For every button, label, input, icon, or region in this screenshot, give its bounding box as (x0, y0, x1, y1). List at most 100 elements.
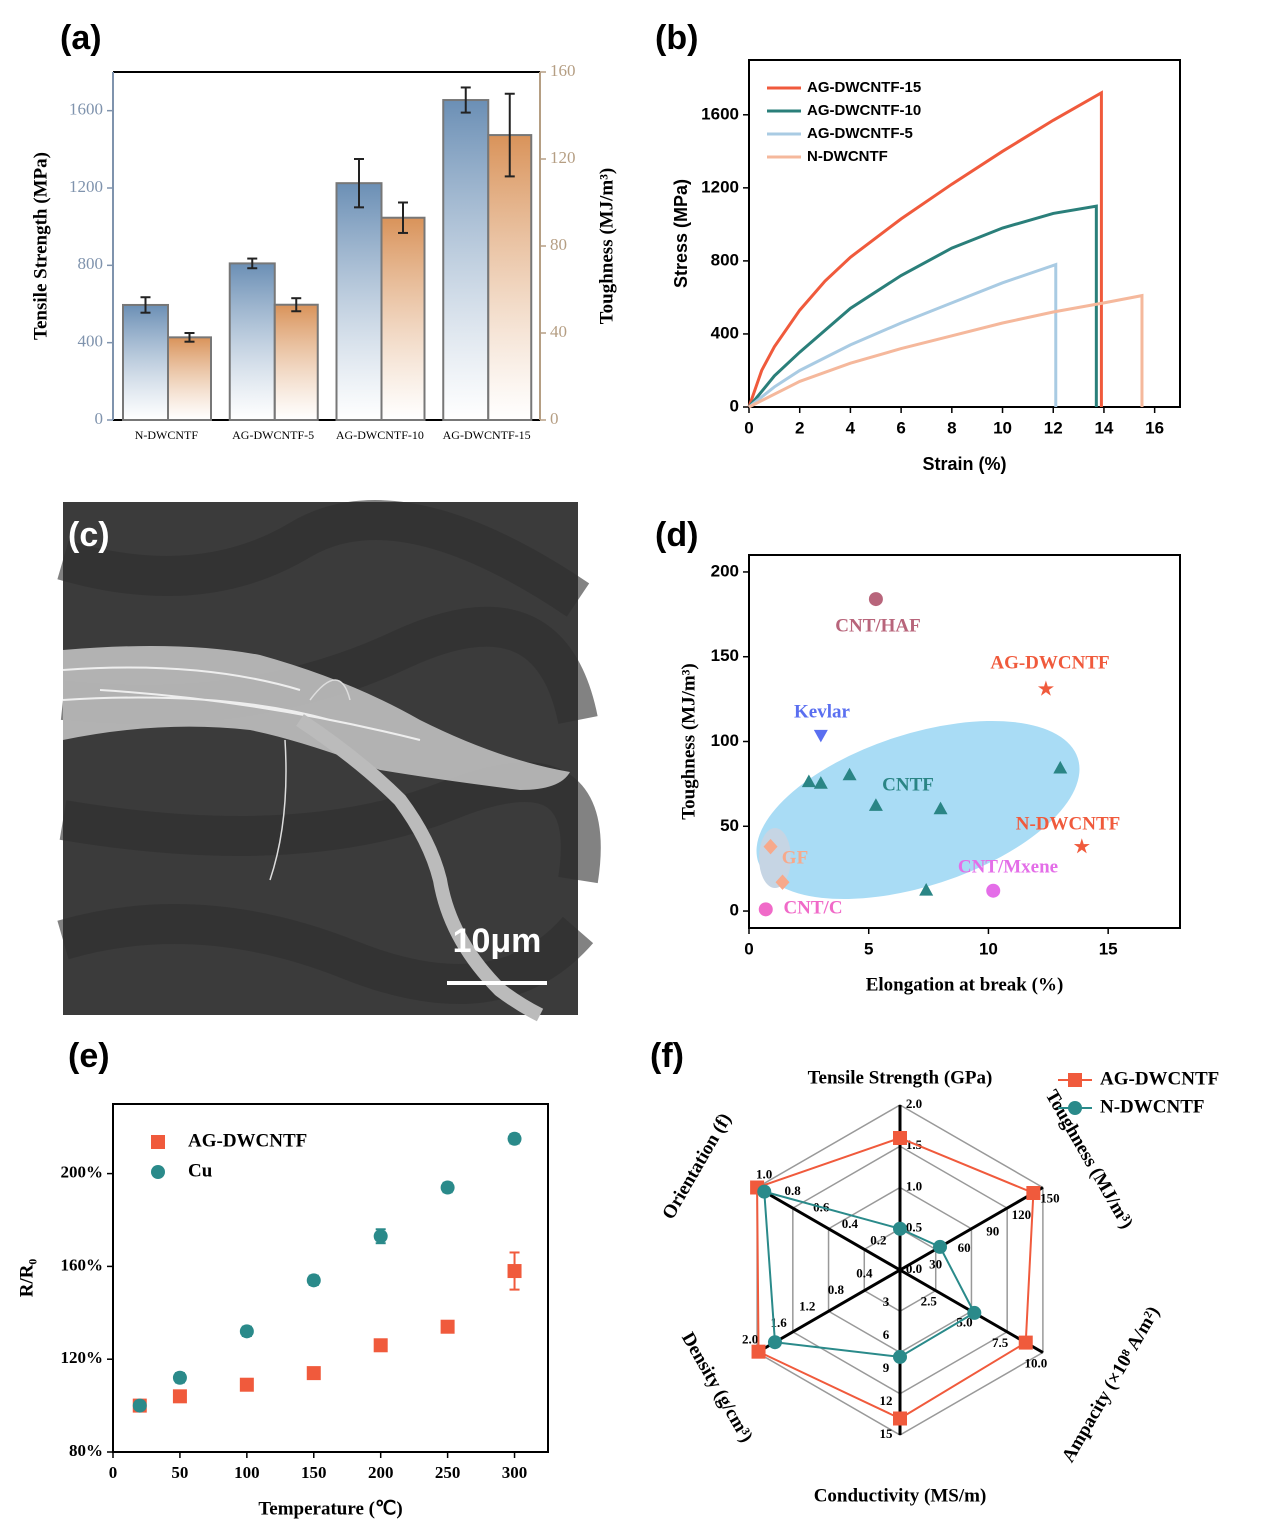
marker (893, 1131, 907, 1145)
axis-tick-label: 2.5 (921, 1294, 938, 1309)
point-label: CNT/C (783, 897, 842, 918)
marker (373, 1229, 388, 1244)
axis-tick-label: 7.5 (992, 1335, 1009, 1350)
bar (487, 134, 533, 421)
y2-tick-label: 160 (550, 61, 576, 80)
x-tick-label: 6 (896, 418, 905, 437)
marker (507, 1264, 522, 1279)
axis-tick-label: 5.0 (956, 1314, 972, 1329)
bar (335, 182, 383, 421)
axis-title: Tensile Strength (GPa) (808, 1067, 993, 1088)
error-bar (247, 257, 258, 270)
axis-tick-label: 10.0 (1025, 1356, 1048, 1371)
axis-tick-label: 1.2 (799, 1298, 815, 1313)
axis-tick-label: 0.2 (870, 1232, 886, 1247)
y-axis-title: Tensile Strength (MPa) (30, 152, 51, 340)
marker (1073, 838, 1090, 854)
x-tick-label: 10 (993, 418, 1012, 437)
legend-label: AG-DWCNTF-5 (807, 125, 913, 142)
legend-marker (1068, 1101, 1082, 1115)
y2-tick-label: 40 (550, 322, 567, 341)
x-tick-label: 14 (1094, 418, 1113, 437)
axis-tick-label: 0.8 (785, 1183, 802, 1198)
marker (801, 774, 816, 788)
point-label: CNT/HAF (835, 615, 921, 636)
y-tick-label: 80% (69, 1441, 103, 1460)
x-tick-label: 2 (795, 418, 804, 437)
x-axis-title: Temperature (℃) (258, 1498, 402, 1519)
sem-loose-fiber (269, 679, 351, 881)
y-tick-label: 120% (61, 1348, 104, 1367)
axis-title: Ampacity (×10⁸ A/m²) (1058, 1303, 1164, 1466)
bar (228, 262, 276, 421)
marker (373, 1338, 388, 1353)
legend-label: AG-DWCNTF-15 (807, 79, 921, 96)
marker (933, 801, 948, 815)
y-tick-label: 0 (95, 409, 104, 428)
marker (239, 1324, 254, 1339)
axis-tick-label: 0.8 (828, 1282, 845, 1297)
x-tick-label: 15 (1099, 939, 1118, 958)
marker (967, 1305, 982, 1320)
axis-tick-label: 6 (883, 1327, 890, 1342)
axis-tick-label: 0.4 (856, 1265, 873, 1280)
error-bar (504, 92, 515, 178)
y-tick-label: 100 (711, 731, 739, 750)
y-axis-title: Stress (MPa) (671, 179, 691, 288)
marker (868, 592, 883, 607)
marker (868, 798, 883, 811)
marker (813, 729, 828, 743)
marker (507, 1131, 522, 1146)
axis-tick-label: 60 (958, 1240, 971, 1255)
x-tick-label: N-DWCNTF (135, 428, 199, 442)
axis-tick-label: 150 (1040, 1191, 1060, 1206)
scale-bar-label: 10μm (453, 922, 542, 960)
axis-tick-label: 0.5 (906, 1220, 923, 1235)
marker (751, 1344, 766, 1359)
bar (273, 303, 319, 422)
sem-fibrils (62, 666, 421, 741)
x-tick-label: AG-DWCNTF-10 (336, 428, 424, 442)
marker (813, 776, 828, 789)
marker (132, 1398, 147, 1413)
marker (757, 1184, 772, 1199)
y-tick-label: 50 (720, 816, 739, 835)
axis-tick-label: 90 (986, 1224, 999, 1239)
x-axis-title: Elongation at break (%) (866, 974, 1064, 995)
y-tick-label: 0 (730, 396, 739, 415)
sem-texture (57, 500, 601, 1004)
legend-label: N-DWCNTF (807, 148, 888, 165)
panel-label: (a) (60, 19, 102, 57)
marker (893, 1349, 907, 1364)
x-tick-label: 5 (864, 939, 873, 958)
x-tick-label: 50 (171, 1463, 188, 1482)
y-axis-title: R/R₀ (16, 1258, 37, 1297)
error-bar (291, 297, 302, 313)
plot-frame (748, 59, 1181, 408)
marker (239, 1377, 254, 1392)
panel-label: (f) (650, 1037, 684, 1075)
legend-marker (151, 1135, 165, 1149)
marker (842, 767, 857, 781)
y-tick-label: 400 (78, 332, 104, 351)
axis-tick-label: 1.0 (906, 1178, 922, 1193)
marker (306, 1366, 321, 1381)
x-tick-label: 10 (979, 939, 998, 958)
spoke (899, 1186, 1044, 1272)
panel-label: (b) (655, 19, 698, 57)
x-tick-label: 250 (435, 1463, 461, 1482)
line (747, 90, 1103, 408)
y-tick-label: 400 (711, 323, 739, 342)
panel-label: (c) (68, 516, 110, 554)
marker (172, 1370, 187, 1385)
marker (763, 838, 778, 855)
marker (893, 1221, 907, 1236)
marker (1026, 1186, 1041, 1200)
point-label: CNT/Mxene (958, 856, 1058, 877)
x-tick-label: 150 (301, 1463, 327, 1482)
plot-frame (112, 1103, 549, 1453)
point-label: AG-DWCNTF (990, 652, 1109, 673)
x-tick-label: 8 (947, 418, 956, 437)
x-tick-label: 4 (846, 418, 856, 437)
